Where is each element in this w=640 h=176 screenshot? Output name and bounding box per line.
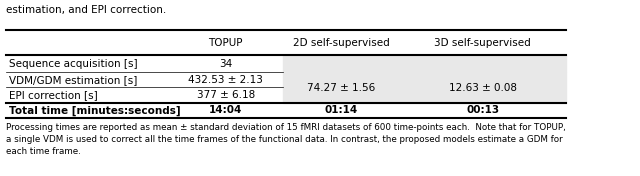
Text: 377 ± 6.18: 377 ± 6.18 — [196, 90, 255, 100]
Text: 14:04: 14:04 — [209, 105, 243, 115]
Text: Sequence acquisition [s]: Sequence acquisition [s] — [8, 59, 137, 69]
Text: 3D self-supervised: 3D self-supervised — [435, 38, 531, 48]
Text: 2D self-supervised: 2D self-supervised — [293, 38, 390, 48]
Bar — [400, 55, 566, 72]
Text: 00:13: 00:13 — [466, 105, 499, 115]
Text: 34: 34 — [219, 59, 232, 69]
Bar — [283, 55, 400, 72]
Text: estimation, and EPI correction.: estimation, and EPI correction. — [6, 5, 166, 15]
Text: 432.53 ± 2.13: 432.53 ± 2.13 — [188, 75, 263, 85]
Text: EPI correction [s]: EPI correction [s] — [8, 90, 97, 100]
Text: 01:14: 01:14 — [324, 105, 358, 115]
Text: TOPUP: TOPUP — [209, 38, 243, 48]
Text: 12.63 ± 0.08: 12.63 ± 0.08 — [449, 83, 516, 93]
Text: Total time [minutes:seconds]: Total time [minutes:seconds] — [8, 105, 180, 116]
Text: VDM/GDM estimation [s]: VDM/GDM estimation [s] — [8, 75, 137, 85]
Bar — [283, 72, 400, 103]
Bar — [400, 72, 566, 103]
Text: Processing times are reported as mean ± standard deviation of 15 fMRI datasets o: Processing times are reported as mean ± … — [6, 123, 566, 156]
Text: 74.27 ± 1.56: 74.27 ± 1.56 — [307, 83, 376, 93]
